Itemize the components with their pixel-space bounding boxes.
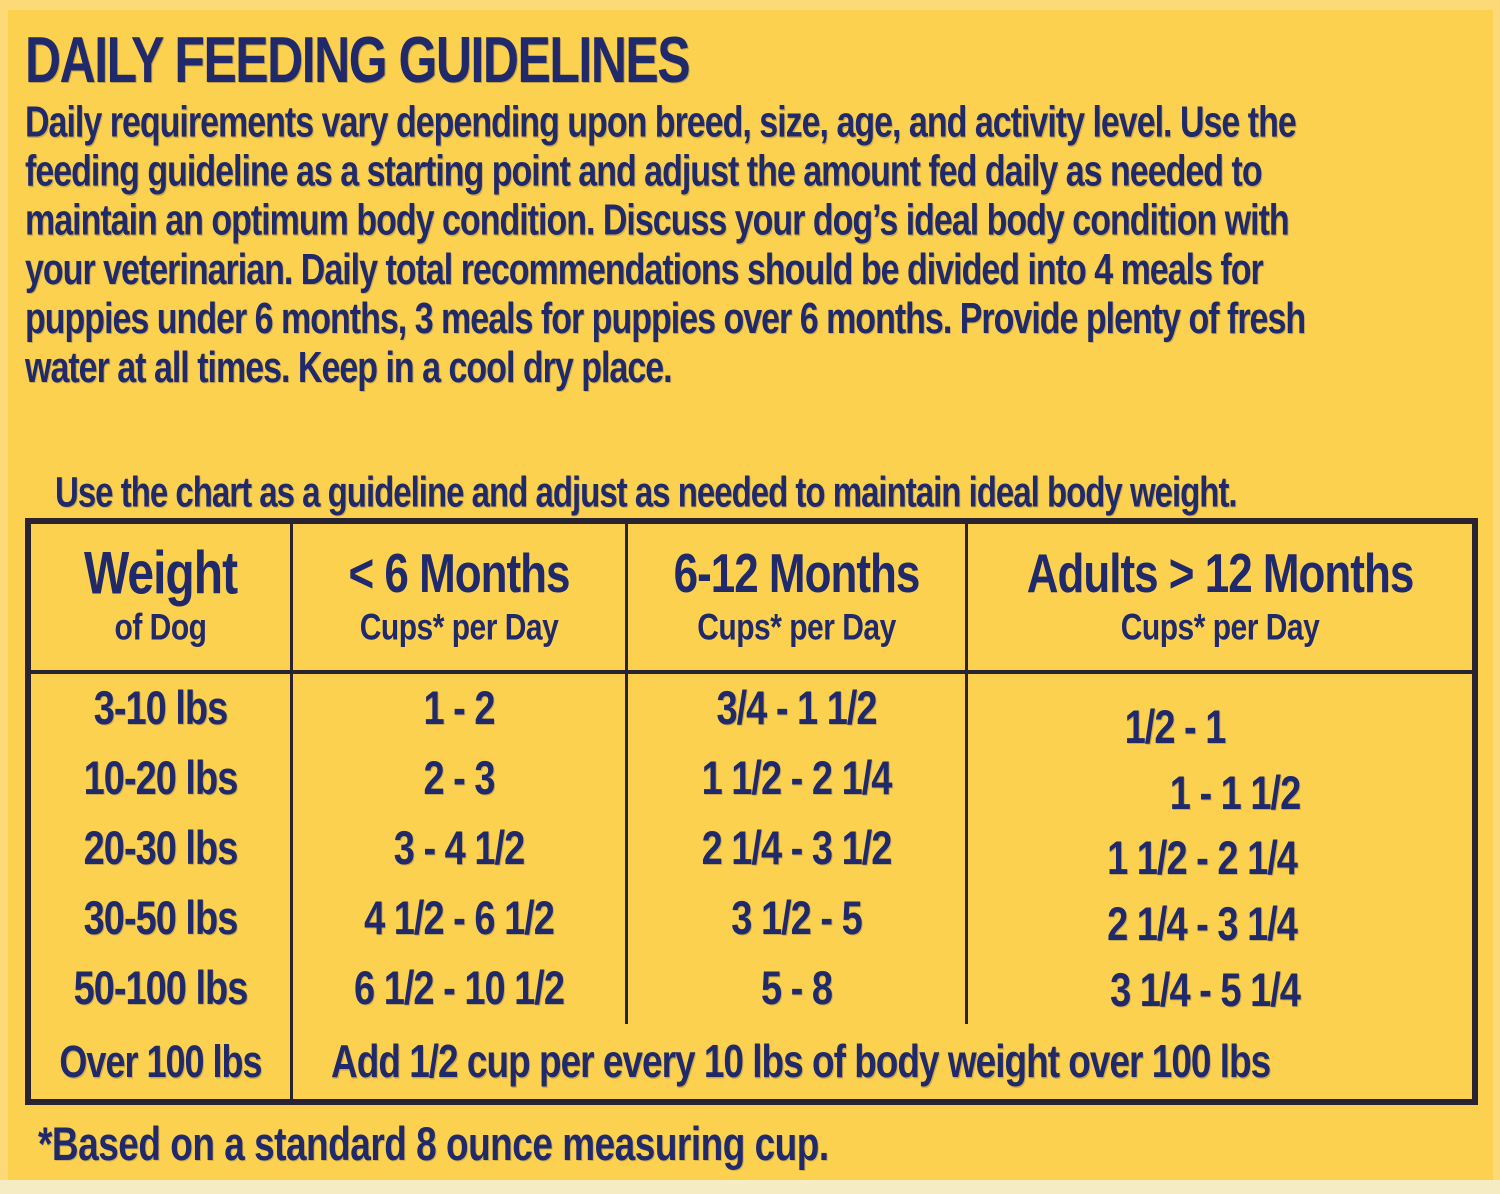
column-divider xyxy=(965,674,968,1024)
weight-value: 3-10 lbs xyxy=(93,682,229,735)
weight-cell: 30-50 lbs xyxy=(31,884,290,954)
weight-value: 30-50 lbs xyxy=(83,892,239,945)
cups-value: 3 - 4 1/2 xyxy=(393,822,525,875)
intro-line: Daily requirements vary depending upon b… xyxy=(25,98,1297,148)
weight-cell: 50-100 lbs xyxy=(31,954,290,1024)
cups-value: 2 1/4 - 3 1/2 xyxy=(701,822,893,875)
cups-value: 1 1/2 - 2 1/4 xyxy=(701,752,893,805)
weight-cell-over-100: Over 100 lbs xyxy=(31,1024,290,1099)
weight-cell: 20-30 lbs xyxy=(31,814,290,884)
footnote: *Based on a standard 8 ounce measuring c… xyxy=(38,1118,829,1171)
under-6-cell: 1 - 2 xyxy=(293,674,625,744)
intro-line: your veterinarian. Daily total recommend… xyxy=(25,245,1264,295)
cups-value: 6 1/2 - 10 1/2 xyxy=(354,962,565,1015)
intro-line: feeding guideline as a starting point an… xyxy=(25,147,1263,197)
cups-value: 5 - 8 xyxy=(760,962,833,1015)
page-title: DAILY FEEDING GUIDELINES xyxy=(25,23,691,97)
intro-line: puppies under 6 months, 3 meals for pupp… xyxy=(25,294,1306,344)
cups-value: 1 - 2 xyxy=(423,682,495,735)
cups-value: 3 1/2 - 5 xyxy=(731,892,862,945)
header-6-12-months: 6-12 Months Cups* per Day xyxy=(628,524,965,670)
weight-value: 10-20 lbs xyxy=(83,752,239,805)
column-divider xyxy=(965,524,968,670)
header-under-6-months: < 6 Months Cups* per Day xyxy=(293,524,625,670)
under-6-cell: 4 1/2 - 6 1/2 xyxy=(293,884,625,954)
under-6-cell: 6 1/2 - 10 1/2 xyxy=(293,954,625,1024)
weight-cell: 3-10 lbs xyxy=(31,674,290,744)
header-adults-title: Adults > 12 Months xyxy=(1026,543,1415,605)
header-weight: Weight of Dog xyxy=(31,524,290,670)
column-divider xyxy=(290,674,293,1099)
cups-value: 2 1/4 - 3 1/4 xyxy=(1107,898,1298,952)
cups-value: 4 1/2 - 6 1/2 xyxy=(364,892,555,945)
header-adults-subtitle: Cups* per Day xyxy=(1120,607,1320,649)
adults-column: 1/2 - 1 1 - 1 1/2 1 1/2 - 2 1/4 2 1/4 - … xyxy=(968,674,1472,1024)
panel-edge-bottom xyxy=(0,1180,1500,1194)
header-under-6-title: < 6 Months xyxy=(348,543,570,605)
adults-cups-value: 1/2 - 1 xyxy=(923,696,1427,762)
header-under-6-subtitle: Cups* per Day xyxy=(359,607,559,649)
panel-edge-left xyxy=(0,0,8,1194)
under-6-cell: 3 - 4 1/2 xyxy=(293,814,625,884)
cups-value: 2 - 3 xyxy=(423,752,495,805)
cups-value: 1/2 - 1 xyxy=(1124,701,1227,755)
intro-line: maintain an optimum body condition. Disc… xyxy=(25,196,1290,246)
adults-cups-value: 3 1/4 - 5 1/4 xyxy=(953,958,1457,1024)
table-body: 3-10 lbs 10-20 lbs 20-30 lbs 30-50 lbs 5… xyxy=(31,674,1472,1099)
column-divider xyxy=(625,674,628,1024)
cups-value: 3/4 - 1 1/2 xyxy=(716,682,877,735)
header-weight-title: Weight xyxy=(83,540,238,607)
column-divider xyxy=(625,524,628,670)
cups-value: 3 1/4 - 5 1/4 xyxy=(1110,964,1301,1017)
adults-cups-value: 2 1/4 - 3 1/4 xyxy=(950,893,1454,959)
under-6-cell: 2 - 3 xyxy=(293,744,625,814)
panel-edge-right xyxy=(1493,0,1500,1194)
intro-line: water at all times. Keep in a cool dry p… xyxy=(25,343,673,393)
panel-edge-top xyxy=(0,0,1500,10)
cups-value: 1 - 1 1/2 xyxy=(1169,767,1301,821)
table-caption: Use the chart as a guideline and adjust … xyxy=(55,468,1238,516)
over-100-note-cell: Add 1/2 cup per every 10 lbs of body wei… xyxy=(293,1024,1472,1099)
weight-value: 20-30 lbs xyxy=(83,822,239,875)
header-6-12-title: 6-12 Months xyxy=(673,543,921,605)
header-divider xyxy=(31,670,1472,674)
header-weight-subtitle: of Dog xyxy=(114,607,207,649)
table-header-row: Weight of Dog < 6 Months Cups* per Day 6… xyxy=(31,524,1472,670)
months-6-12-cell: 3/4 - 1 1/2 xyxy=(628,674,965,744)
cups-value: 1 1/2 - 2 1/4 xyxy=(1107,833,1298,886)
months-6-12-cell: 2 1/4 - 3 1/2 xyxy=(628,814,965,884)
over-100-note: Add 1/2 cup per every 10 lbs of body wei… xyxy=(331,1035,1271,1087)
weight-cell: 10-20 lbs xyxy=(31,744,290,814)
column-divider xyxy=(290,524,293,670)
feeding-table: Weight of Dog < 6 Months Cups* per Day 6… xyxy=(25,518,1478,1105)
intro-paragraph: Daily requirements vary depending upon b… xyxy=(25,98,1485,392)
adults-cups-value: 1 1/2 - 2 1/4 xyxy=(950,827,1454,893)
months-6-12-cell: 3 1/2 - 5 xyxy=(628,884,965,954)
weight-value: 50-100 lbs xyxy=(73,962,249,1015)
adults-cups-value: 1 - 1 1/2 xyxy=(983,762,1487,828)
weight-value: Over 100 lbs xyxy=(59,1035,262,1087)
months-6-12-cell: 5 - 8 xyxy=(628,954,965,1024)
months-6-12-cell: 1 1/2 - 2 1/4 xyxy=(628,744,965,814)
header-adults: Adults > 12 Months Cups* per Day xyxy=(968,524,1472,670)
header-6-12-subtitle: Cups* per Day xyxy=(697,607,896,649)
